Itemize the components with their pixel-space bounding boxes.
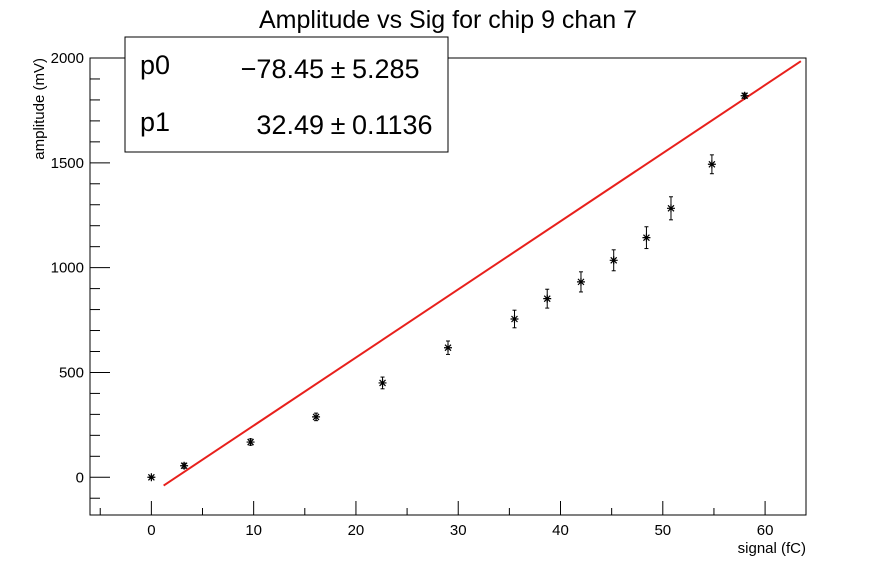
x-tick-label: 50 <box>654 522 671 539</box>
data-point <box>378 376 387 390</box>
x-axis-tick-labels: 0 10 20 30 40 50 60 <box>147 522 773 539</box>
star-marker <box>312 412 321 421</box>
stats-box: p0 −78.45 ± 5.285 p1 32.49 ± 0.1136 <box>124 36 449 153</box>
x-tick-label: 40 <box>552 522 569 539</box>
data-point <box>510 309 519 329</box>
stats-p0-value: −78.45 <box>241 54 324 84</box>
y-axis-tick-labels: 0 500 1000 1500 2000 <box>51 50 84 486</box>
x-tick-label: 20 <box>348 522 365 539</box>
x-tick-label: 30 <box>450 522 467 539</box>
stats-p1-name: p1 <box>140 107 170 137</box>
data-point <box>180 461 189 470</box>
chart-title: Amplitude vs Sig for chip 9 chan 7 <box>259 6 637 34</box>
star-marker <box>147 473 156 482</box>
star-marker <box>609 256 618 265</box>
data-point <box>444 340 452 355</box>
y-tick-label: 1000 <box>51 260 84 277</box>
data-point <box>147 473 156 482</box>
star-marker <box>510 314 519 323</box>
star-marker <box>576 277 585 286</box>
star-marker <box>740 91 749 100</box>
x-axis-label: signal (fC) <box>738 540 806 557</box>
data-point <box>312 412 321 422</box>
stats-p0-error: 5.285 <box>352 54 420 84</box>
stats-p1-error: 0.1136 <box>352 110 433 140</box>
star-marker <box>246 438 255 447</box>
data-point <box>642 226 651 250</box>
y-axis-ticks <box>90 57 110 499</box>
data-point <box>707 154 716 175</box>
data-points-group <box>147 91 749 482</box>
data-point <box>666 196 675 221</box>
fit-line-group <box>163 60 802 487</box>
x-tick-label: 60 <box>757 522 774 539</box>
fit-line <box>163 60 802 487</box>
y-tick-label: 0 <box>76 469 84 486</box>
stats-p1-pm: ± <box>331 110 346 140</box>
data-point <box>609 249 618 272</box>
stats-p0-name: p0 <box>140 50 170 80</box>
star-marker <box>180 461 189 470</box>
data-point <box>543 288 552 309</box>
stats-p1-value: 32.49 <box>256 110 324 140</box>
stats-box-frame <box>124 36 449 153</box>
star-marker <box>543 294 552 303</box>
y-tick-label: 2000 <box>51 50 84 67</box>
star-marker <box>642 233 651 242</box>
stats-p0-pm: ± <box>331 54 346 84</box>
data-point <box>246 438 255 447</box>
star-marker <box>378 378 387 387</box>
star-marker <box>444 343 452 352</box>
y-tick-label: 500 <box>59 364 84 381</box>
y-tick-label: 1500 <box>51 155 84 172</box>
star-marker <box>666 204 675 213</box>
data-point <box>740 91 749 100</box>
y-axis-label: amplitude (mV) <box>31 58 48 160</box>
x-axis-ticks <box>99 501 766 515</box>
x-tick-label: 0 <box>147 522 155 539</box>
data-point <box>576 271 585 293</box>
x-tick-label: 10 <box>245 522 262 539</box>
star-marker <box>707 160 716 169</box>
